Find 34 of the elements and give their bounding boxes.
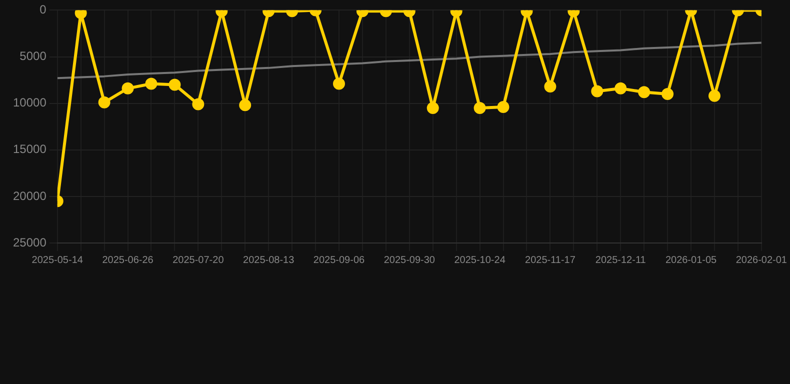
y-tick-label: 20000 <box>12 188 47 203</box>
y-tick-label: 10000 <box>12 96 47 110</box>
y-tick-label: 25000 <box>12 235 47 250</box>
point <box>638 86 650 98</box>
point <box>98 96 110 108</box>
point <box>74 10 87 19</box>
point <box>474 102 486 114</box>
x-tick-label: 2025-08-13 <box>243 254 295 266</box>
point <box>168 78 181 91</box>
point <box>332 78 345 90</box>
point <box>662 88 674 100</box>
point <box>426 102 439 114</box>
x-tick-label: 2026-01-05 <box>665 254 718 266</box>
x-tick-label: 2025-06-26 <box>102 254 154 266</box>
x-tick-label: 2025-12-11 <box>595 254 646 266</box>
point <box>239 99 252 112</box>
x-tick-label: 2025-10-24 <box>454 254 506 266</box>
point <box>708 90 720 102</box>
point <box>591 85 604 98</box>
x-tick-label: 2025-09-06 <box>313 254 366 266</box>
point <box>192 98 204 110</box>
y-tick-label: 0 <box>40 2 47 17</box>
x-tick-label: 2025-05-14 <box>32 254 84 266</box>
x-tick-label: 2025-09-30 <box>384 254 436 266</box>
x-tick-label: 2026-02-01 <box>736 254 788 266</box>
point <box>614 82 627 94</box>
point <box>497 101 510 114</box>
y-tick-label: 15000 <box>12 142 47 156</box>
y-tick-label: 5000 <box>20 49 47 64</box>
point <box>145 78 158 90</box>
point <box>122 82 134 94</box>
point <box>544 80 556 93</box>
x-tick-label: 2025-07-20 <box>172 254 224 266</box>
x-tick-label: 2025-11-17 <box>524 254 576 266</box>
